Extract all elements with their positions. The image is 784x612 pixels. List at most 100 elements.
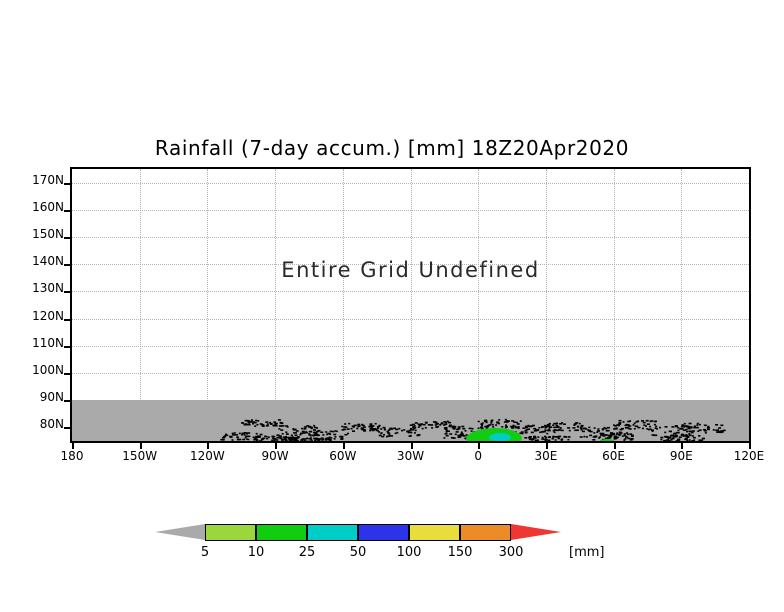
- coastline-segment: [553, 426, 556, 429]
- coastline-segment: [655, 434, 658, 437]
- coastline-segment: [308, 426, 312, 428]
- coastline-segment: [623, 434, 626, 436]
- coastline-segment: [324, 437, 327, 440]
- coastline-segment: [460, 431, 463, 434]
- coastline-segment: [651, 434, 655, 436]
- coastline-segment: [242, 438, 246, 441]
- coastline-segment: [553, 431, 556, 434]
- coastline-segment: [464, 430, 467, 432]
- coastline-segment: [544, 426, 548, 429]
- coastline-segment: [671, 437, 675, 439]
- coastline-segment: [627, 420, 631, 423]
- y-axis-tick-label: 150N: [32, 227, 64, 241]
- coastline-segment: [403, 429, 406, 431]
- coastline-segment: [288, 437, 292, 439]
- colorbar-tick-label: 25: [298, 545, 316, 560]
- coastline-segment: [674, 435, 678, 438]
- coastline-segment: [413, 432, 416, 434]
- coastline-segment: [554, 429, 557, 431]
- coastline-segment: [301, 438, 305, 440]
- colorbar-segment: [409, 524, 460, 541]
- coastline-segment: [302, 440, 306, 441]
- coastline-segment: [681, 424, 684, 426]
- coastline-segment: [290, 434, 293, 437]
- coastline-segment: [555, 426, 559, 429]
- coastline-segment: [544, 429, 547, 431]
- coastline-segment: [285, 425, 289, 427]
- gridline-horizontal: [72, 264, 749, 266]
- coastline-segment: [659, 426, 661, 429]
- coastline-segment: [701, 437, 704, 440]
- coastline-segment: [616, 424, 619, 426]
- coastline-segment: [576, 429, 579, 431]
- coastline-segment: [369, 423, 373, 425]
- coastline-segment: [386, 431, 389, 433]
- coastline-segment: [257, 436, 260, 438]
- coastline-segment: [305, 438, 308, 440]
- coastline-segment: [444, 433, 448, 435]
- coastline-segment: [418, 434, 421, 436]
- coastline-segment: [557, 429, 561, 431]
- coastline-segment: [613, 428, 616, 430]
- coastline-segment: [246, 433, 249, 435]
- coastline-segment: [443, 437, 446, 439]
- coastline-segment: [281, 440, 285, 441]
- coastline-segment: [672, 435, 676, 438]
- coastline-segment: [454, 433, 457, 436]
- coastline-segment: [605, 427, 608, 430]
- coastline-segment: [524, 425, 528, 428]
- coastline-segment: [547, 429, 551, 432]
- coastline-segment: [560, 429, 564, 432]
- coastline-segment: [254, 425, 257, 427]
- coastline-segment: [568, 429, 571, 432]
- coastline-segment: [369, 429, 372, 432]
- coastline-segment: [381, 435, 385, 438]
- coastline-segment: [633, 422, 636, 425]
- coastline-segment: [265, 435, 268, 438]
- rain-cell-east: [598, 439, 615, 441]
- coastline-segment: [560, 440, 563, 441]
- coastline-segment: [552, 435, 556, 438]
- coastline-segment: [660, 438, 663, 441]
- coastline-segment: [369, 426, 372, 428]
- coastline-segment: [504, 426, 507, 429]
- coastline-segment: [471, 427, 474, 430]
- coastline-segment: [326, 433, 329, 436]
- coastline-segment: [273, 439, 276, 441]
- coastline-segment: [562, 423, 566, 425]
- coastline-segment: [320, 431, 324, 434]
- x-axis-tick-label: 60W: [329, 449, 357, 463]
- coastline-segment: [524, 430, 528, 432]
- coastline-segment: [552, 424, 555, 426]
- gridline-horizontal: [72, 318, 749, 320]
- coastline-segment: [293, 432, 296, 434]
- x-axis-tick-mark: [410, 443, 413, 449]
- coastline-segment: [715, 429, 718, 432]
- coastline-segment: [279, 437, 283, 439]
- coastline-segment: [598, 437, 601, 439]
- coastline-segment: [618, 431, 622, 434]
- coastline-segment: [722, 429, 726, 432]
- coastline-segment: [462, 427, 466, 430]
- colorbar-above-max-arrow: [511, 524, 561, 540]
- coastline-segment: [273, 424, 276, 427]
- coastline-segment: [220, 438, 223, 441]
- coastline-segment: [343, 426, 347, 428]
- coastline-segment: [371, 426, 374, 429]
- gridline-horizontal: [72, 291, 749, 293]
- coastline-segment: [554, 436, 557, 438]
- entire-grid-undefined-label: Entire Grid Undefined: [281, 258, 540, 283]
- coastline-segment: [707, 425, 710, 428]
- gridline-horizontal: [72, 209, 749, 211]
- y-axis-tick-label: 170N: [32, 172, 64, 187]
- coastline-segment: [511, 427, 515, 429]
- coastline-segment: [278, 425, 282, 427]
- coastline-segment: [248, 422, 251, 424]
- coastline-segment: [238, 432, 241, 435]
- coastline-segment: [327, 432, 331, 435]
- coastline-segment: [691, 440, 694, 441]
- coastline-segment: [533, 435, 537, 438]
- coastline-segment: [567, 427, 571, 429]
- coastline-segment: [632, 424, 635, 426]
- coastline-segment: [326, 437, 329, 439]
